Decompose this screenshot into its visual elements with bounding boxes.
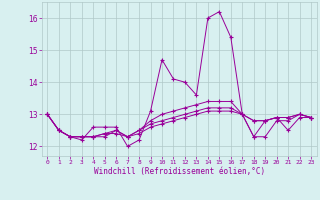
X-axis label: Windchill (Refroidissement éolien,°C): Windchill (Refroidissement éolien,°C) xyxy=(94,167,265,176)
